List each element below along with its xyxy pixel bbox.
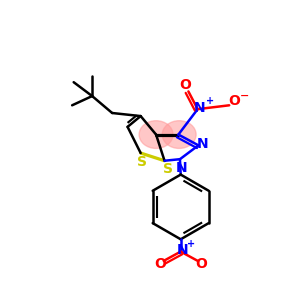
Text: O: O bbox=[179, 78, 191, 92]
Ellipse shape bbox=[162, 121, 196, 148]
Ellipse shape bbox=[139, 121, 173, 148]
Text: O: O bbox=[154, 257, 166, 271]
Text: S: S bbox=[163, 162, 172, 176]
Text: +: + bbox=[206, 96, 214, 106]
Text: O: O bbox=[196, 257, 207, 271]
Text: N: N bbox=[176, 161, 187, 175]
Text: +: + bbox=[188, 239, 196, 249]
Text: S: S bbox=[137, 154, 147, 169]
Text: N: N bbox=[176, 243, 188, 257]
Text: −: − bbox=[240, 91, 249, 101]
Text: N: N bbox=[197, 137, 209, 151]
Text: O: O bbox=[229, 94, 241, 108]
Text: N: N bbox=[194, 100, 206, 115]
